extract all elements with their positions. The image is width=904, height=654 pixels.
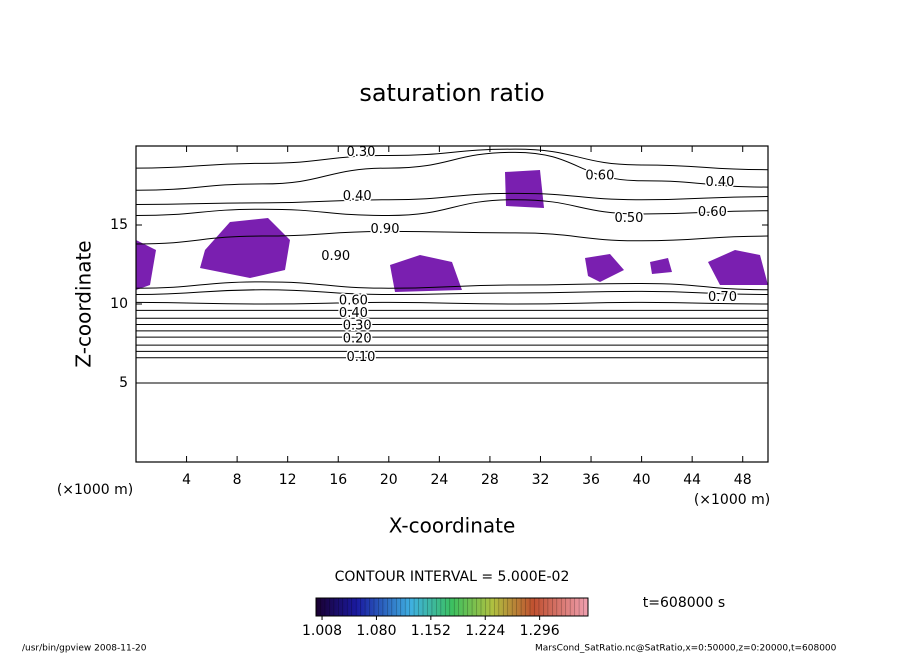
contour-label: 0.10 [347,350,376,365]
supersaturated-regions [136,170,768,292]
contour-line [136,199,768,217]
x-tick-label: 16 [329,472,347,488]
x-tick-label: 36 [582,472,600,488]
contour-label: 0.50 [614,211,643,226]
colorbar [315,597,589,617]
x-tick-label: 8 [233,472,242,488]
region [200,218,290,278]
contour-line [136,281,768,291]
colorbar-tick-label: 1.152 [411,623,451,639]
contour-label: 0.30 [347,145,376,160]
time-label: t=608000 s [643,595,725,611]
x-tick-label: 28 [481,472,499,488]
y-tick-label: 15 [110,217,128,233]
region [708,250,768,285]
chart-title: saturation ratio [359,79,544,107]
contour-label: 0.20 [343,331,372,346]
contour-line [136,151,768,191]
x-unit-right: (×1000 m) [694,492,770,508]
colorbar-tick-label: 1.008 [302,623,342,639]
x-axis-label: X-coordinate [389,514,516,538]
contour-line [136,192,768,205]
contour-interval: CONTOUR INTERVAL = 5.000E-02 [335,569,570,585]
x-tick-label: 24 [430,472,448,488]
x-tick-label: 32 [532,472,550,488]
x-tick-label: 4 [182,472,191,488]
x-unit-left: (×1000 m) [57,482,133,498]
contour-line [136,230,768,245]
x-tick-label: 20 [380,472,398,488]
region [650,258,672,274]
contour-label: 0.60 [585,169,614,184]
colorbar-tick-label: 1.296 [520,623,560,639]
contour-label: 0.70 [708,290,737,305]
footer-left: /usr/bin/gpview 2008-11-20 [22,644,147,654]
contour-label: 0.60 [339,293,368,308]
region [390,255,462,292]
contour-label: 0.40 [343,189,372,204]
contour-label: 0.30 [343,319,372,334]
y-tick-label: 10 [110,296,128,312]
region [136,240,156,290]
contour-line [136,289,768,296]
contour-label: 0.40 [705,175,734,190]
contour-line [136,301,768,305]
footer-right: MarsCond_SatRatio.nc@SatRatio,x=0:50000,… [535,644,837,654]
x-tick-label: 48 [734,472,752,488]
y-axis-label: Z-coordinate [72,240,96,367]
contour-label: 0.90 [321,249,350,264]
colorbar-tick-label: 1.224 [465,623,505,639]
contour-label: 0.60 [698,205,727,220]
contour-label: 0.90 [371,222,400,237]
y-tick-label: 5 [119,375,128,391]
region [585,254,624,282]
contour-label: 0.40 [339,306,368,321]
x-tick-label: 44 [683,472,701,488]
region [505,170,544,208]
contour-line [136,148,768,171]
colorbar-tick-label: 1.080 [356,623,396,639]
x-tick-label: 40 [633,472,651,488]
x-tick-label: 12 [279,472,297,488]
